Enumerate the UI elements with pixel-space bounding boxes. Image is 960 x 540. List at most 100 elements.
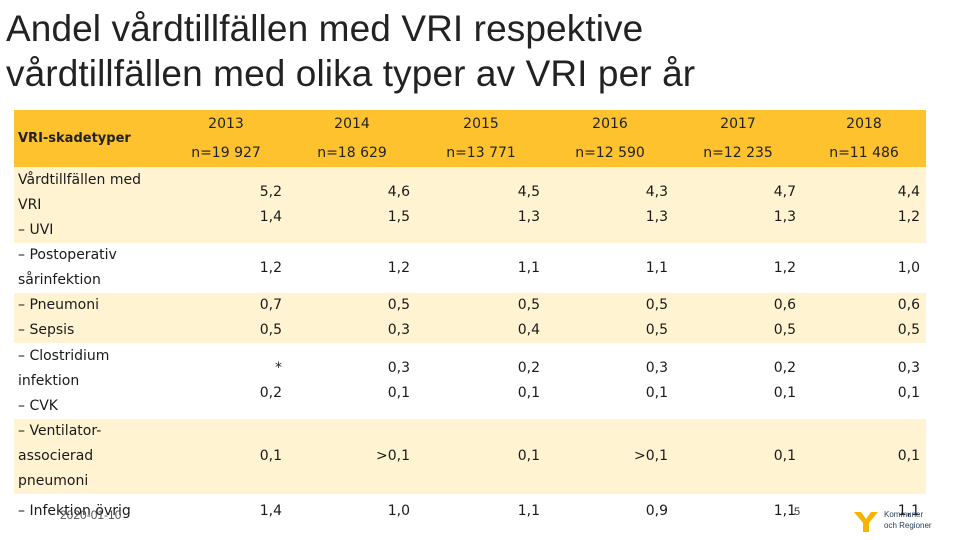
logo-mark-icon (854, 512, 878, 532)
value-cell-2014: 1,2 (288, 243, 416, 293)
value: 0,5 (773, 322, 796, 338)
value: 1,1 (773, 502, 796, 519)
value-cell-2016: 0,5 0,5 (546, 293, 674, 343)
row-label-line: – CVK (18, 397, 58, 414)
value: 0,9 (645, 502, 668, 519)
table-body: Vårdtillfällen med VRI – UVI 5,2 1,4 4,6 1,5 4,… (14, 167, 926, 528)
slide-title: Andel vårdtillfällen med VRI respektive … (6, 6, 946, 96)
value-cell-2017: 1,2 (674, 243, 802, 293)
row-label-line: pneumoni (18, 473, 89, 489)
value-cell-2015: 0,2 0,1 (416, 343, 546, 419)
value: 1,4 (259, 502, 282, 519)
row-label-line: sårinfektion (18, 272, 101, 288)
value-cell-2013: 5,2 1,4 (164, 167, 288, 243)
value-cell-2015: 1,1 (416, 243, 546, 293)
table-header: VRI-skadetyper 2013 2014 2015 2016 2017 … (14, 110, 926, 167)
logo-text: Kommuner och Regioner (884, 509, 932, 531)
value: 0,2 (259, 385, 282, 401)
value: 1,1 (645, 259, 668, 276)
value: 1,4 (259, 209, 282, 225)
row-label-line: – Clostridium (18, 347, 110, 364)
value: 0,5 (645, 322, 668, 338)
page-number: 5 (794, 506, 801, 518)
value: 4,3 (645, 184, 668, 200)
row-label-line: infektion (18, 372, 80, 389)
value: 0,1 (897, 448, 920, 464)
value: 1,3 (645, 209, 668, 225)
row-label-line: – Sepsis (18, 322, 75, 338)
value-cell-2014: 0,3 0,1 (288, 343, 416, 419)
value: >0,1 (376, 448, 410, 464)
value-cell-2017: 0,2 0,1 (674, 343, 802, 419)
row-label: – Infektion övrig (14, 494, 164, 528)
value: 1,0 (387, 502, 410, 519)
year-header-2016: 2016 (546, 110, 674, 138)
value-cell-2016: 0,9 (546, 494, 674, 528)
value: 1,3 (517, 209, 540, 225)
table-row: – Clostridium infektion – CVK * 0,2 0,3 0,1 0,2… (14, 343, 926, 419)
row-label-line: Vårdtillfällen med (18, 171, 141, 188)
value: 1,5 (387, 209, 410, 225)
row-label-line: VRI (18, 196, 42, 213)
vri-table: VRI-skadetyper 2013 2014 2015 2016 2017 … (14, 110, 926, 528)
n-count-2016: n=12 590 (546, 138, 674, 167)
value: 0,3 (387, 360, 410, 376)
row-label-line: – Pneumoni (18, 297, 99, 313)
value-cell-2014: 1,0 (288, 494, 416, 528)
value: 4,7 (773, 184, 796, 200)
value: * (275, 360, 282, 376)
value-cell-2015: 0,5 0,4 (416, 293, 546, 343)
logo-text-line-1: Kommuner (884, 510, 924, 519)
value: 1,1 (517, 502, 540, 519)
year-header-2017: 2017 (674, 110, 802, 138)
value: 0,1 (773, 385, 796, 401)
value: 0,7 (259, 297, 282, 313)
row-label-line: – Ventilator- (18, 423, 102, 439)
value-cell-2013: 1,4 (164, 494, 288, 528)
value: 0,1 (897, 385, 920, 401)
row-label: – Pneumoni – Sepsis (14, 293, 164, 343)
value-cell-2013: 0,7 0,5 (164, 293, 288, 343)
value-cell-2017: 4,7 1,3 (674, 167, 802, 243)
n-count-2013: n=19 927 (164, 138, 288, 167)
row-label: – Clostridium infektion – CVK (14, 343, 164, 419)
n-count-2017: n=12 235 (674, 138, 802, 167)
kommuner-och-regioner-logo: Kommuner och Regioner (852, 506, 948, 536)
table-row: – Pneumoni – Sepsis 0,7 0,5 0,5 0,3 0,5 0,4 0,5 0… (14, 293, 926, 343)
table-row: – Postoperativ sårinfektion 1,2 1,2 1,1 1,1 1,… (14, 243, 926, 293)
value-cell-2016: 1,1 (546, 243, 674, 293)
value-cell-2018: 0,6 0,5 (802, 293, 926, 343)
n-count-2015: n=13 771 (416, 138, 546, 167)
value-cell-2014: 0,5 0,3 (288, 293, 416, 343)
value: 4,6 (387, 184, 410, 200)
value-cell-2013: 1,2 (164, 243, 288, 293)
value-cell-2017: 1,1 (674, 494, 802, 528)
value-cell-2013: 0,1 (164, 419, 288, 494)
row-label-line: – UVI (18, 221, 54, 238)
n-header-row: n=19 927 n=18 629 n=13 771 n=12 590 n=12… (14, 138, 926, 167)
value: 0,2 (773, 360, 796, 376)
year-header-2018: 2018 (802, 110, 926, 138)
value-cell-2018: 1,0 (802, 243, 926, 293)
row-label: – Ventilator-associerad pneumoni (14, 419, 164, 494)
row-label: Vårdtillfällen med VRI – UVI (14, 167, 164, 243)
value: 1,3 (773, 209, 796, 225)
value: 0,3 (897, 360, 920, 376)
value: 1,1 (517, 259, 540, 276)
value: 0,1 (773, 448, 796, 464)
row-label-line: associerad (18, 448, 94, 464)
value-cell-2018: 0,3 0,1 (802, 343, 926, 419)
logo-text-line-2: och Regioner (884, 521, 932, 530)
year-header-row: VRI-skadetyper 2013 2014 2015 2016 2017 … (14, 110, 926, 167)
value-cell-2014: >0,1 (288, 419, 416, 494)
value-cell-2014: 4,6 1,5 (288, 167, 416, 243)
value-cell-2016: 0,3 0,1 (546, 343, 674, 419)
value-cell-2015: 0,1 (416, 419, 546, 494)
value-cell-2016: 4,3 1,3 (546, 167, 674, 243)
value: 0,5 (259, 322, 282, 338)
row-label-line: – Postoperativ (18, 247, 117, 263)
year-header-2014: 2014 (288, 110, 416, 138)
value-cell-2016: >0,1 (546, 419, 674, 494)
value: 4,4 (897, 184, 920, 200)
n-count-2014: n=18 629 (288, 138, 416, 167)
